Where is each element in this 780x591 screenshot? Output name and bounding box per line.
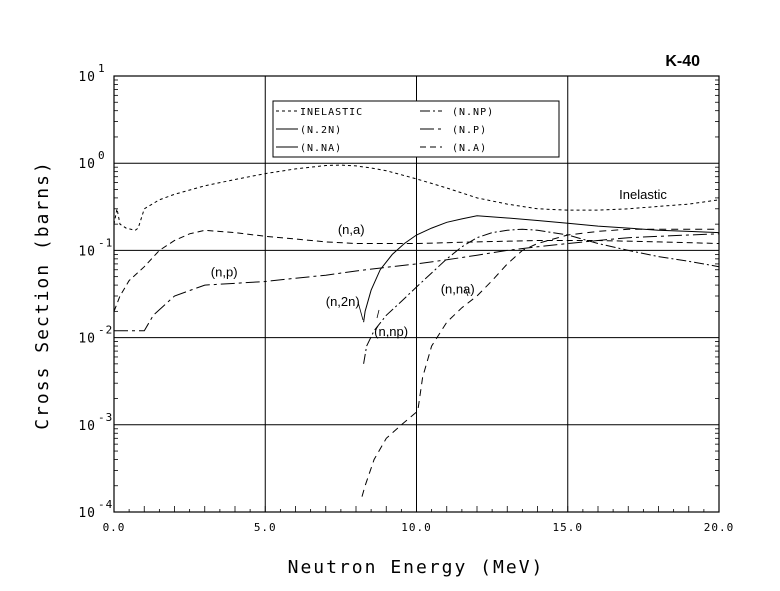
- series-layer: [113, 164, 720, 497]
- y-tick-label: 10: [78, 244, 96, 259]
- chart-title: K-40: [665, 53, 700, 70]
- x-tick-label: 0.0: [103, 521, 126, 534]
- x-tick-label: 5.0: [254, 521, 277, 534]
- leader-nna: [464, 287, 469, 297]
- x-tick-label: 20.0: [704, 521, 735, 534]
- y-tick-label: 10: [78, 506, 96, 521]
- leader-n2n: [357, 301, 364, 321]
- y-tick-exponent: -4: [98, 498, 113, 511]
- annotation-label: (n,p): [211, 265, 238, 280]
- annotation-label: (n,a): [338, 222, 365, 237]
- annotation-label: (n,np): [374, 324, 408, 339]
- legend-entry: (N.A): [452, 143, 487, 154]
- legend-box: [272, 100, 560, 158]
- x-axis-label: Neutron Energy (MeV): [288, 557, 545, 578]
- series-line-nna: [361, 228, 719, 497]
- y-tick-exponent: -1: [98, 236, 113, 249]
- legend-entry: (N.P): [452, 125, 487, 136]
- annotation-label: (n,na): [441, 282, 475, 297]
- series-line-inelastic: [113, 164, 720, 231]
- leader-nnp: [376, 309, 380, 319]
- y-tick-exponent: 0: [98, 149, 106, 162]
- y-tick-exponent: -3: [98, 411, 113, 424]
- x-axis-ticks: 0.0 5.0 10.0 15.0 20.0: [103, 506, 735, 534]
- legend: INELASTIC (N.2N) (N.NA) (N.NP) (N.P) (N.A): [272, 100, 560, 158]
- x-tick-label: 10.0: [401, 521, 432, 534]
- y-tick-label: 10: [78, 70, 96, 85]
- annotation-label: (n,2n): [326, 294, 360, 309]
- y-tick-label: 10: [78, 157, 96, 172]
- series-line-na: [113, 229, 720, 312]
- x-tick-label: 15.0: [553, 521, 584, 534]
- annotation-label: Inelastic: [619, 187, 667, 202]
- series-line-nnp: [363, 228, 720, 364]
- legend-entry: (N.NA): [300, 143, 342, 154]
- legend-entry: INELASTIC: [300, 107, 363, 118]
- legend-entry: (N.2N): [300, 125, 342, 136]
- y-axis-label: Cross Section (barns): [32, 160, 53, 430]
- legend-entry: (N.NP): [452, 107, 494, 118]
- annotations: Inelastic (n,a) (n,p) (n,2n) (n,na) (n,np): [211, 187, 668, 339]
- y-tick-label: 10: [78, 419, 96, 434]
- y-tick-label: 10: [78, 332, 96, 347]
- y-tick-exponent: -2: [98, 324, 113, 337]
- y-tick-exponent: 1: [98, 62, 106, 75]
- series-line-n2n: [363, 215, 720, 323]
- annotation-leaders: [357, 287, 469, 321]
